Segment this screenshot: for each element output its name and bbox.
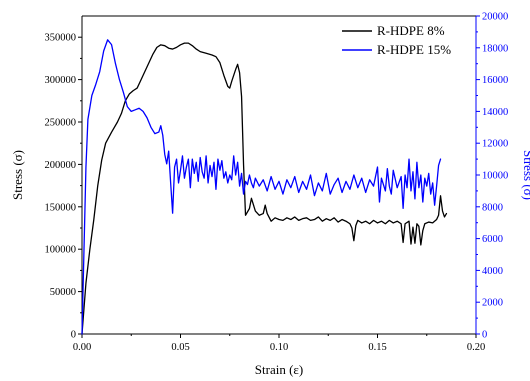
series-line-r-hdpe-8 <box>81 42 448 335</box>
y-left-tick-label: 100000 <box>45 245 77 256</box>
y-right-axis-title: Stress (σ) <box>521 150 530 200</box>
x-tick-label: 0.15 <box>368 342 386 353</box>
y-right-tick-label: 20000 <box>482 12 508 23</box>
plot-frame <box>81 15 477 335</box>
y-left-tick-label: 200000 <box>45 160 77 171</box>
y-right-tick-label: 4000 <box>482 266 503 277</box>
y-left-tick-label: 300000 <box>45 75 77 86</box>
legend-label-15: R-HDPE 15% <box>377 42 451 57</box>
y-right-tick-label: 16000 <box>482 75 508 86</box>
y-right-tick-label: 12000 <box>482 139 508 150</box>
series-layer <box>81 39 448 335</box>
y-left-axis-title: Stress (σ) <box>10 150 25 200</box>
y-right-tick-label: 2000 <box>482 298 503 309</box>
y-left-tick-label: 50000 <box>50 287 76 298</box>
series-line-r-hdpe-15 <box>81 39 442 335</box>
x-tick-label: 0.05 <box>171 342 189 353</box>
x-axis-title: Strain (ε) <box>255 362 303 377</box>
legend-label-8: R-HDPE 8% <box>377 23 445 38</box>
y-right-tick-label: 14000 <box>482 107 508 118</box>
y-left-tick-label: 0 <box>71 330 76 341</box>
x-tick-label: 0.20 <box>467 342 485 353</box>
y-right-tick-label: 8000 <box>482 202 503 213</box>
y-right-tick-label: 6000 <box>482 234 503 245</box>
y-left-tick-label: 150000 <box>45 202 77 213</box>
ticks-layer: 0.00 0.05 0.10 0.15 0.2005000010000015000020… <box>45 12 509 354</box>
y-right-tick-label: 10000 <box>482 171 508 182</box>
x-tick-label: 0.10 <box>270 342 288 353</box>
y-left-tick-label: 250000 <box>45 118 77 129</box>
y-right-tick-label: 0 <box>482 330 487 341</box>
legend: R-HDPE 8% R-HDPE 15% <box>342 23 451 57</box>
y-left-tick-label: 350000 <box>45 33 77 44</box>
x-tick-label: 0.00 <box>73 342 91 353</box>
y-right-tick-label: 18000 <box>482 43 508 54</box>
